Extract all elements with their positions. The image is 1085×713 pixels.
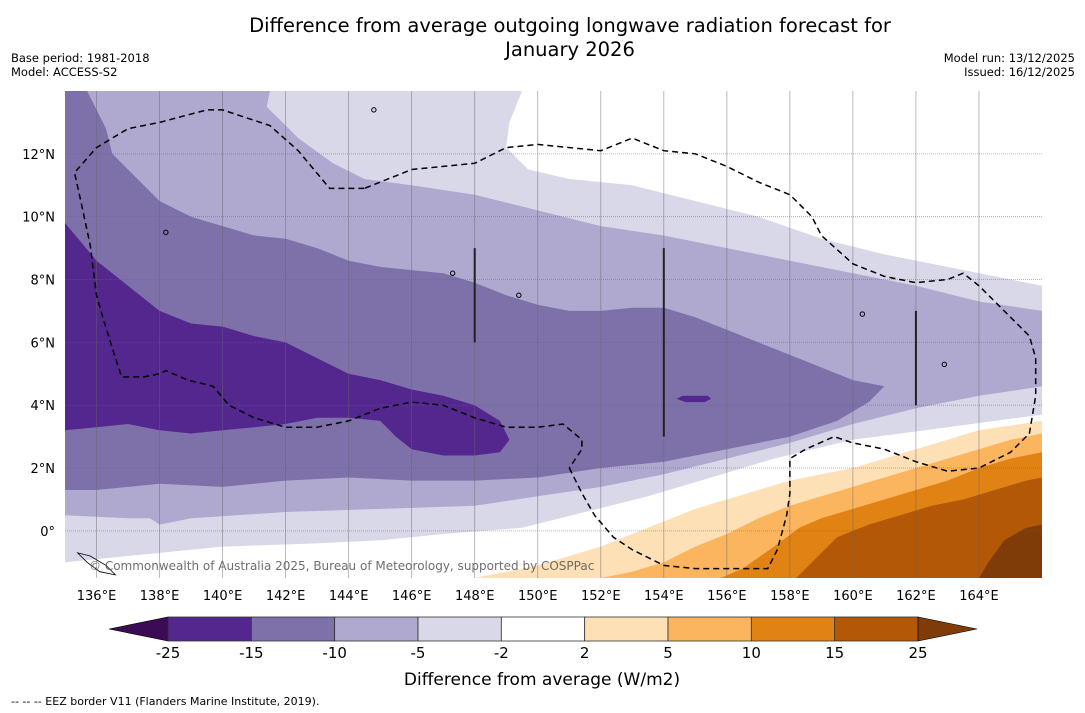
lon-tick-label: 150°E <box>518 589 558 604</box>
lon-tick-label: 162°E <box>896 589 936 604</box>
colorbar-tick-label: 5 <box>663 644 673 662</box>
eez-border-0 <box>73 109 583 469</box>
longitude-ticks: 136°E 138°E 140°E 142°E 144°E 146°E 148°E 150°E… <box>77 589 999 604</box>
contour-band-8 <box>796 477 1042 578</box>
lon-tick-label: 146°E <box>392 589 432 604</box>
title-line-1: Difference from average outgoing longwav… <box>249 14 891 37</box>
base-period: Base period: 1981-2018 <box>11 51 150 65</box>
colorbar-tick-label: -15 <box>239 644 264 662</box>
lon-tick-label: 152°E <box>581 589 621 604</box>
lon-tick-label: 142°E <box>266 589 306 604</box>
chart-title: Difference from average outgoing longwav… <box>0 14 1085 62</box>
lat-tick-label: 12°N <box>22 148 55 163</box>
model-run-date: Model run: 13/12/2025 <box>943 51 1075 65</box>
colorbar-tick-label: -5 <box>411 644 426 662</box>
eez-border-1 <box>364 137 1037 570</box>
island-outline <box>859 311 866 317</box>
island-outline <box>449 270 456 276</box>
lat-tick-label: 6°N <box>31 336 56 351</box>
title-line-2: January 2026 <box>505 38 635 61</box>
colorbar-title: Difference from average (W/m2) <box>404 670 680 690</box>
islands <box>76 107 947 576</box>
colorbar: -25 -15 -10 -5 -2 2 5 10 15 25 <box>108 616 978 662</box>
lat-tick-label: 2°N <box>31 462 56 477</box>
colorbar-tick-label: 10 <box>742 644 761 662</box>
issued-date: Issued: 16/12/2025 <box>964 65 1075 79</box>
colorbar-extend-high <box>917 616 978 642</box>
colorbar-swatch <box>750 616 836 642</box>
colorbar-tick-label: -10 <box>322 644 347 662</box>
eez-borders <box>73 109 1037 570</box>
model-name: Model: ACCESS-S2 <box>11 65 118 79</box>
contour-band-4 <box>676 395 712 403</box>
lat-tick-label: 4°N <box>31 399 56 414</box>
colorbar-swatch <box>584 616 669 642</box>
island-outline <box>371 107 377 113</box>
lon-tick-label: 136°E <box>77 589 117 604</box>
lon-tick-label: 138°E <box>140 589 180 604</box>
date-line-markers <box>473 248 917 437</box>
lon-tick-label: 154°E <box>644 589 684 604</box>
lon-tick-label: 148°E <box>455 589 495 604</box>
colorbar-tick-label: -2 <box>494 644 509 662</box>
colorbar-swatch <box>167 616 252 642</box>
map-credit: © Commonwealth of Australia 2025, Bureau… <box>89 559 594 573</box>
colorbar-swatch <box>667 616 752 642</box>
lat-tick-label: 10°N <box>22 211 55 226</box>
colorbar-tick-label: 25 <box>908 644 927 662</box>
eez-footnote: -- -- -- EEZ border V11 (Flanders Marine… <box>11 695 320 708</box>
island-outline <box>941 361 947 368</box>
colorbar-tick-label: -25 <box>156 644 181 662</box>
island-outline <box>163 229 169 236</box>
lon-tick-label: 158°E <box>770 589 810 604</box>
colorbar-extend-low <box>108 616 169 642</box>
lon-tick-label: 156°E <box>707 589 747 604</box>
lat-tick-label: 8°N <box>31 274 56 289</box>
map-plot-area: © Commonwealth of Australia 2025, Bureau… <box>65 91 1042 578</box>
lat-tick-label: 0° <box>40 525 55 540</box>
contour-band-3 <box>65 223 510 456</box>
colorbar-swatch <box>417 616 502 642</box>
colorbar-swatch <box>250 616 336 642</box>
lon-tick-label: 144°E <box>329 589 369 604</box>
colorbar-tick-label: 15 <box>825 644 844 662</box>
lon-tick-label: 164°E <box>959 589 999 604</box>
lon-tick-label: 140°E <box>203 589 243 604</box>
colorbar-swatch <box>834 616 919 642</box>
latitude-ticks: 0° 2°N 4°N 6°N 8°N 10°N 12°N <box>22 148 55 540</box>
contour-band-9 <box>979 524 1042 578</box>
colorbar-swatch <box>500 616 586 642</box>
island-outline <box>76 552 117 576</box>
lon-tick-label: 160°E <box>833 589 873 604</box>
colorbar-tick-label: 2 <box>580 644 590 662</box>
meta-left: Base period: 1981-2018 Model: ACCESS-S2 <box>11 51 150 79</box>
island-outline <box>516 292 522 298</box>
meta-right: Model run: 13/12/2025 Issued: 16/12/2025 <box>944 51 1075 79</box>
colorbar-swatch <box>334 616 419 642</box>
gridlines <box>65 91 1042 578</box>
